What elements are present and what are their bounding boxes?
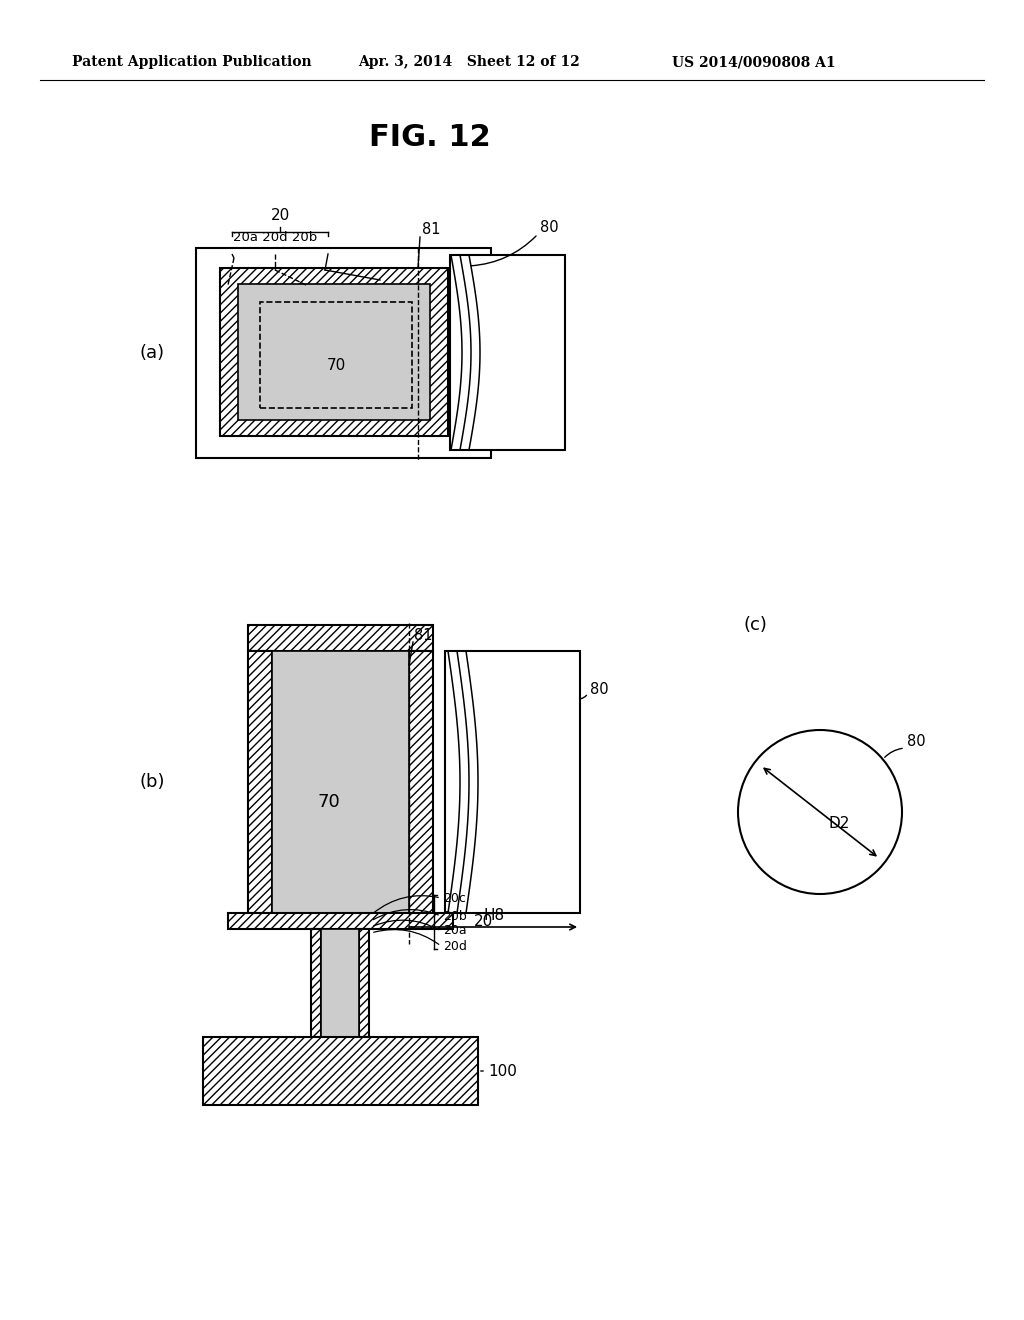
Text: (a): (a) [139, 345, 165, 362]
Text: 80: 80 [907, 734, 926, 750]
Text: Apr. 3, 2014   Sheet 12 of 12: Apr. 3, 2014 Sheet 12 of 12 [358, 55, 580, 69]
Text: 20: 20 [270, 209, 290, 223]
Text: 81: 81 [414, 627, 432, 643]
Bar [321, 929, 359, 1038]
Bar [450, 255, 565, 450]
Text: 70: 70 [327, 358, 346, 372]
Text: 20a 20d 20b: 20a 20d 20b [232, 231, 317, 244]
Text: 100: 100 [488, 1064, 517, 1078]
Text: 80: 80 [540, 220, 559, 235]
Text: 20d: 20d [443, 940, 467, 953]
Text: 81: 81 [422, 223, 440, 238]
Text: (b): (b) [139, 774, 165, 791]
Bar [228, 913, 453, 929]
Bar [260, 302, 412, 408]
Bar [311, 929, 321, 1038]
Text: Patent Application Publication: Patent Application Publication [72, 55, 311, 69]
Text: 20: 20 [474, 915, 494, 929]
Text: D2: D2 [828, 817, 849, 832]
Bar [272, 651, 409, 913]
Bar [359, 929, 369, 1038]
Bar [248, 651, 272, 913]
Text: 20b: 20b [443, 909, 467, 923]
Text: FIG. 12: FIG. 12 [369, 124, 490, 153]
Text: 80: 80 [590, 681, 608, 697]
Text: (c): (c) [743, 616, 767, 634]
Bar [220, 268, 449, 436]
Text: 20c: 20c [443, 891, 466, 904]
Text: H8: H8 [484, 908, 505, 924]
Text: US 2014/0090808 A1: US 2014/0090808 A1 [672, 55, 836, 69]
Bar [445, 651, 580, 913]
Bar [409, 651, 433, 913]
Bar [248, 624, 433, 651]
Bar [238, 284, 430, 420]
Bar [203, 1038, 478, 1105]
Text: 70: 70 [317, 793, 340, 810]
Text: 20a: 20a [443, 924, 467, 937]
Bar [196, 248, 490, 458]
